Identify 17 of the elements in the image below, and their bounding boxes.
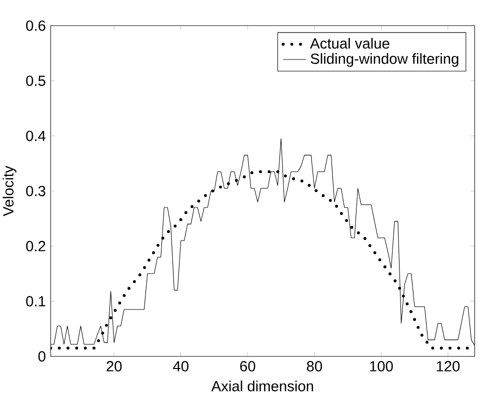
y-axis-title: Velocity [2,166,16,216]
y-tick-label: 0.1 [26,296,46,306]
y-tick-label: 0.3 [26,186,46,196]
y-tick-label: 0.6 [26,20,46,31]
x-tick-label: 40 [173,361,188,372]
y-tick-label: 0.5 [26,76,46,86]
y-tick-label: 0 [38,351,46,362]
x-tick-label: 80 [306,361,322,372]
x-tick-label: 60 [240,361,256,372]
x-tick-label: 120 [436,361,460,372]
x-tick-label: 100 [370,361,393,372]
y-tick-label: 0.2 [26,240,46,252]
x-axis-title: Axial dimension [211,380,314,392]
y-tick-label: 0.4 [26,130,46,142]
legend-label: Actual value [310,38,390,49]
legend-label: Sliding-window filtering [310,53,458,67]
x-tick-label: 20 [106,361,122,372]
